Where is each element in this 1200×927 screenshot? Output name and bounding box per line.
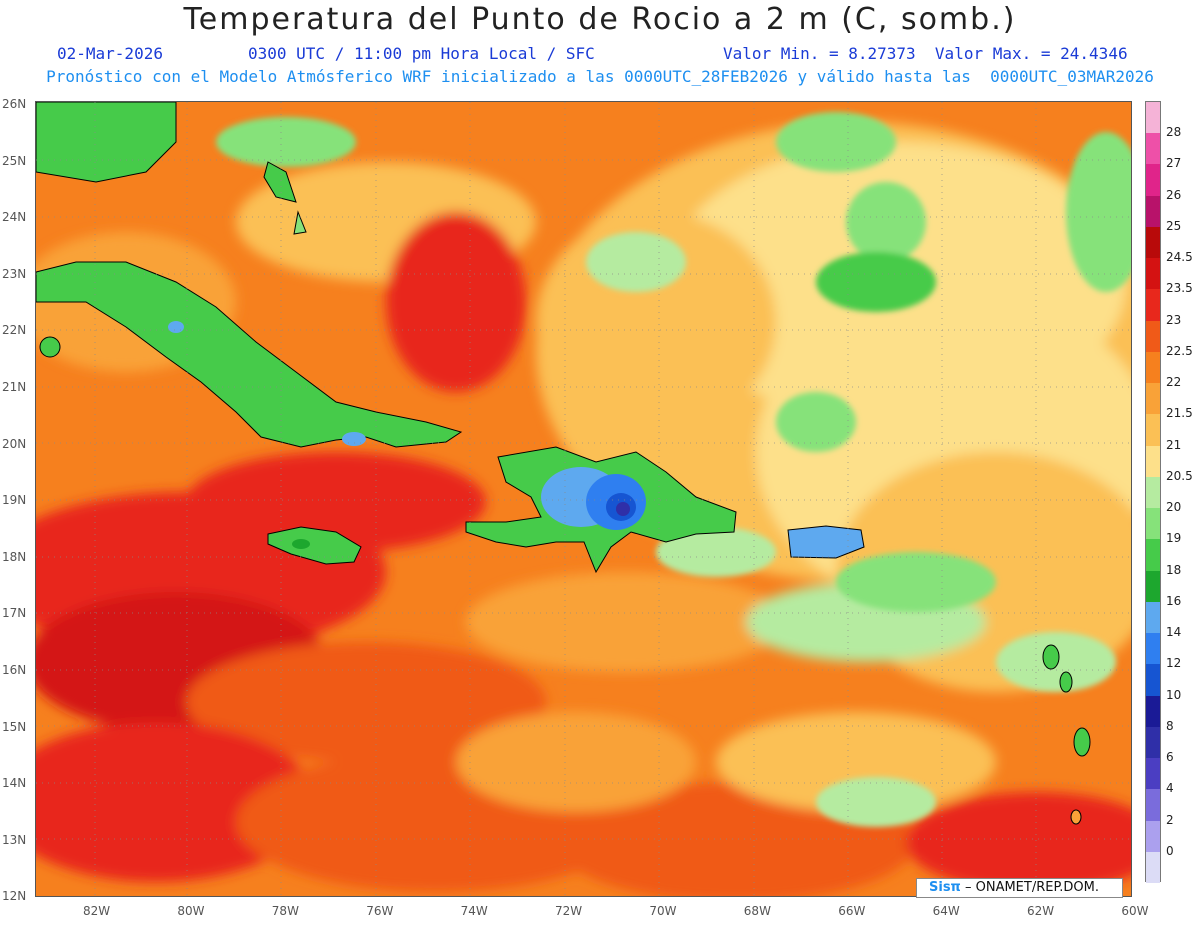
lon-label: 72W: [555, 904, 583, 918]
colorbar-swatch: [1146, 476, 1160, 509]
colorbar-swatch: [1146, 726, 1160, 759]
colorbar-level-label: 26: [1166, 187, 1182, 202]
colorbar-swatch: [1146, 633, 1160, 665]
colorbar-level-label: 8: [1166, 718, 1174, 733]
colorbar-level-label: 22: [1166, 375, 1182, 390]
colorbar-swatch: [1146, 414, 1160, 447]
lat-label: 19N: [2, 493, 27, 508]
map-title: Temperatura del Punto de Rocio a 2 m (C,…: [183, 2, 1017, 37]
lat-label: 26N: [2, 97, 27, 111]
lon-label: 78W: [271, 904, 299, 918]
colorbar-level-label: 20.5: [1166, 468, 1193, 483]
lat-label: 21N: [2, 380, 27, 394]
lon-label: 80W: [177, 904, 205, 918]
colorbar-level-label: 19: [1166, 531, 1182, 546]
colorbar-level-label: 25: [1166, 218, 1182, 233]
lat-label: 14N: [2, 776, 27, 791]
colorbar-swatch: [1146, 570, 1160, 603]
colorbar-level-label: 14: [1166, 625, 1182, 640]
lon-label: 82W: [83, 904, 111, 918]
dewpoint-map: [35, 101, 1132, 897]
colorbar-swatch: [1146, 320, 1160, 353]
colorbar-swatch: [1146, 664, 1160, 697]
colorbar: [1145, 101, 1161, 884]
credit-org: – ONAMET/REP.DOM.: [960, 880, 1099, 895]
model-description: Pronóstico con el Modelo Atmósferico WRF…: [46, 67, 1154, 86]
lat-label: 24N: [2, 210, 27, 225]
sispi-logo: Sisπ: [929, 880, 961, 895]
colorbar-level-label: 27: [1166, 156, 1182, 171]
lat-label: 23N: [2, 266, 27, 281]
colorbar-swatch: [1146, 383, 1160, 415]
forecast-time: 0300 UTC / 11:00 pm Hora Local / SFC: [248, 44, 595, 63]
lon-label: 66W: [838, 904, 866, 918]
colorbar-level-label: 2: [1166, 812, 1174, 827]
lat-label: 12N: [2, 889, 27, 904]
credit-box: Sisπ – ONAMET/REP.DOM.: [916, 878, 1123, 898]
lon-label: 60W: [1121, 904, 1149, 918]
colorbar-level-label: 18: [1166, 562, 1182, 577]
colorbar-level-label: 24.5: [1166, 250, 1193, 265]
lat-label: 18N: [2, 549, 27, 564]
lon-label: 62W: [1027, 904, 1055, 918]
colorbar-swatch: [1146, 539, 1160, 572]
colorbar-swatch: [1146, 695, 1160, 728]
lon-label: 68W: [743, 904, 771, 918]
colorbar-swatch: [1146, 508, 1160, 540]
lat-label: 17N: [2, 606, 27, 621]
lon-label: 70W: [649, 904, 677, 918]
lat-label: 25N: [2, 153, 27, 168]
colorbar-swatch: [1146, 133, 1160, 165]
colorbar-level-label: 21: [1166, 437, 1182, 452]
colorbar-level-label: 16: [1166, 593, 1182, 608]
lat-label: 22N: [2, 323, 27, 338]
lat-label: 13N: [2, 832, 27, 847]
colorbar-level-label: 20: [1166, 500, 1182, 515]
colorbar-level-label: 21.5: [1166, 406, 1193, 421]
colorbar-swatch: [1146, 289, 1160, 322]
colorbar-level-label: 22.5: [1166, 343, 1193, 358]
lon-label: 76W: [366, 904, 394, 918]
colorbar-swatch: [1146, 445, 1160, 478]
colorbar-swatch: [1146, 758, 1160, 790]
colorbar-level-label: 0: [1166, 843, 1174, 858]
colorbar-swatch: [1146, 195, 1160, 228]
colorbar-swatch: [1146, 601, 1160, 634]
colorbar-swatch: [1146, 226, 1160, 259]
colorbar-level-label: 23: [1166, 312, 1182, 327]
colorbar-level-label: 4: [1166, 781, 1174, 796]
colorbar-swatch: [1146, 102, 1160, 134]
lat-label: 15N: [2, 719, 27, 734]
colorbar-swatch: [1146, 164, 1160, 197]
colorbar-level-label: 23.5: [1166, 281, 1193, 296]
colorbar-swatch: [1146, 789, 1160, 821]
lon-label: 64W: [932, 904, 960, 918]
colorbar-swatch: [1146, 820, 1160, 853]
lon-label: 74W: [460, 904, 488, 918]
colorbar-swatch: [1146, 258, 1160, 290]
colorbar-level-label: 12: [1166, 656, 1182, 671]
colorbar-level-label: 10: [1166, 687, 1182, 702]
colorbar-swatch: [1146, 851, 1160, 884]
lat-label: 16N: [2, 663, 27, 677]
min-max-values: Valor Min. = 8.27373 Valor Max. = 24.434…: [723, 44, 1128, 63]
forecast-date: 02-Mar-2026: [57, 44, 163, 63]
colorbar-level-label: 6: [1166, 750, 1174, 765]
lat-label: 20N: [2, 436, 27, 451]
colorbar-level-label: 28: [1166, 125, 1182, 140]
colorbar-swatch: [1146, 351, 1160, 384]
dewpoint-field: [36, 102, 1131, 896]
